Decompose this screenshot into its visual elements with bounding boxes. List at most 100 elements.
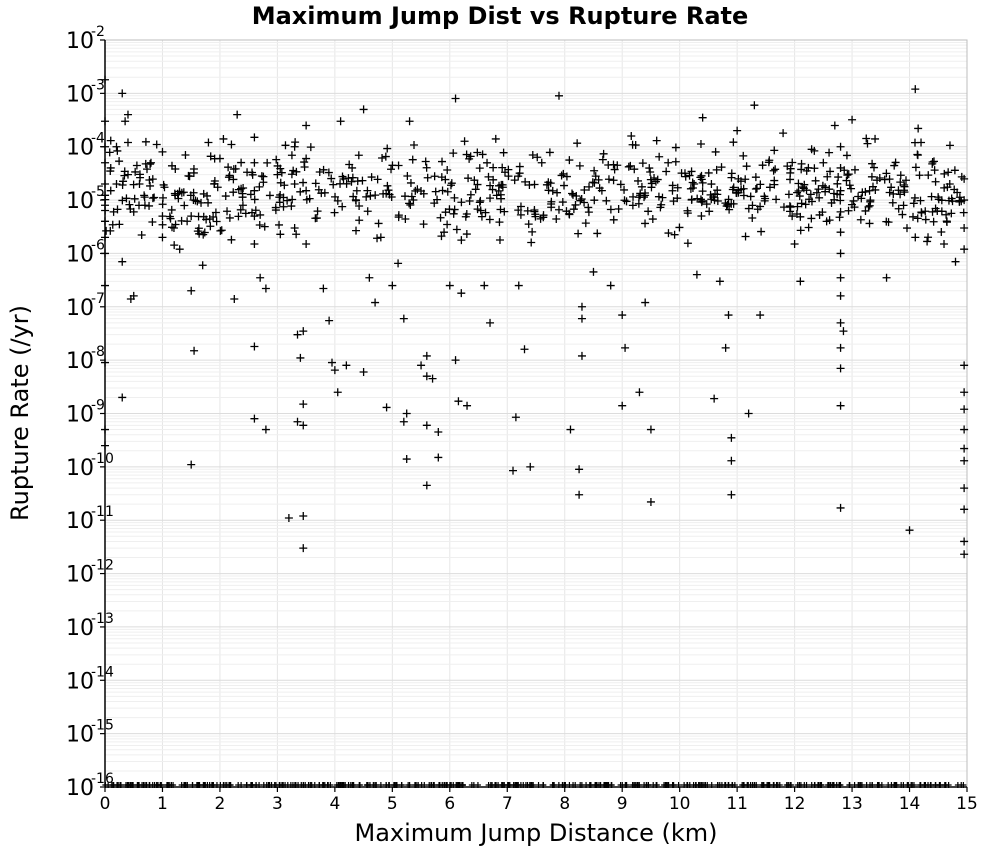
data-point [123, 110, 132, 119]
data-point [367, 173, 376, 182]
y-axis-label: Rupture Rate (/yr) [6, 305, 34, 521]
data-point [402, 409, 411, 418]
data-point [917, 208, 926, 217]
data-point [552, 215, 561, 223]
data-point [697, 198, 706, 207]
data-point [299, 511, 308, 520]
data-point [557, 171, 566, 180]
data-point [171, 164, 180, 173]
data-point [646, 497, 655, 506]
data-point [197, 198, 206, 207]
y-tick-label: 10 [66, 29, 94, 54]
data-point [929, 157, 938, 166]
y-tick-exponent: -10 [91, 451, 114, 467]
data-point [815, 193, 824, 202]
data-point [618, 401, 627, 410]
data-point [492, 191, 501, 200]
data-point [871, 134, 880, 143]
x-tick-label: 0 [100, 794, 111, 814]
data-point [960, 484, 969, 493]
data-point [422, 351, 431, 360]
data-point [378, 153, 387, 162]
data-point [527, 238, 536, 247]
data-point [476, 196, 485, 205]
data-point [801, 200, 810, 209]
data-point [515, 162, 524, 171]
y-axis-ticks: 10-210-310-410-510-610-710-810-910-1010-… [66, 24, 114, 801]
data-point [629, 192, 638, 201]
data-point [871, 185, 880, 194]
data-point [250, 133, 259, 142]
data-point [265, 191, 274, 200]
data-point [234, 212, 243, 221]
data-point [628, 201, 637, 210]
data-point [742, 162, 751, 171]
data-point [246, 190, 255, 199]
data-point [443, 187, 452, 196]
data-point [187, 212, 196, 221]
data-point [847, 200, 856, 209]
data-point [250, 342, 259, 351]
data-point [796, 277, 805, 286]
data-point [293, 330, 302, 339]
data-point [112, 180, 121, 189]
data-point [602, 196, 611, 205]
data-point [171, 220, 180, 229]
data-point [324, 168, 333, 177]
data-point [790, 240, 799, 249]
data-point [658, 193, 667, 202]
y-tick-label: 10 [66, 136, 94, 161]
data-point [581, 219, 590, 228]
data-point [590, 166, 599, 175]
data-point [451, 356, 460, 365]
data-point [577, 314, 586, 323]
data-point [910, 138, 919, 147]
data-point [352, 226, 361, 235]
data-point [281, 141, 290, 150]
data-point [634, 176, 643, 185]
data-point [913, 150, 922, 159]
data-point [200, 228, 209, 237]
data-point [401, 192, 410, 201]
data-point [662, 167, 671, 176]
data-point [796, 212, 805, 221]
data-point [299, 544, 308, 553]
x-tick-label: 7 [502, 794, 513, 814]
data-point [449, 149, 458, 158]
data-point [896, 171, 905, 180]
data-point [671, 157, 680, 166]
data-point [800, 180, 809, 189]
data-point [331, 192, 340, 201]
data-point [260, 222, 269, 231]
data-point [419, 220, 428, 229]
data-point [609, 215, 618, 224]
data-point [764, 158, 773, 167]
data-point [457, 236, 466, 245]
x-tick-label: 11 [726, 794, 748, 814]
data-point [951, 257, 960, 266]
data-point [779, 129, 788, 138]
data-point [132, 161, 141, 170]
data-point [526, 462, 535, 471]
data-point [224, 173, 233, 182]
data-point [495, 235, 504, 244]
data-point [687, 167, 696, 176]
data-point [644, 207, 653, 216]
data-point [483, 158, 492, 167]
data-point [223, 207, 232, 216]
data-point [233, 110, 242, 119]
data-point [465, 154, 474, 163]
data-point [259, 178, 268, 187]
data-point [148, 194, 157, 203]
data-point [913, 214, 922, 223]
data-point [646, 167, 655, 176]
data-point [696, 140, 705, 149]
data-point [345, 160, 354, 169]
data-point [770, 176, 779, 185]
data-point [292, 230, 301, 239]
data-point [924, 233, 933, 242]
data-point [180, 201, 189, 210]
grid-lines [104, 40, 968, 788]
data-point [462, 150, 471, 159]
